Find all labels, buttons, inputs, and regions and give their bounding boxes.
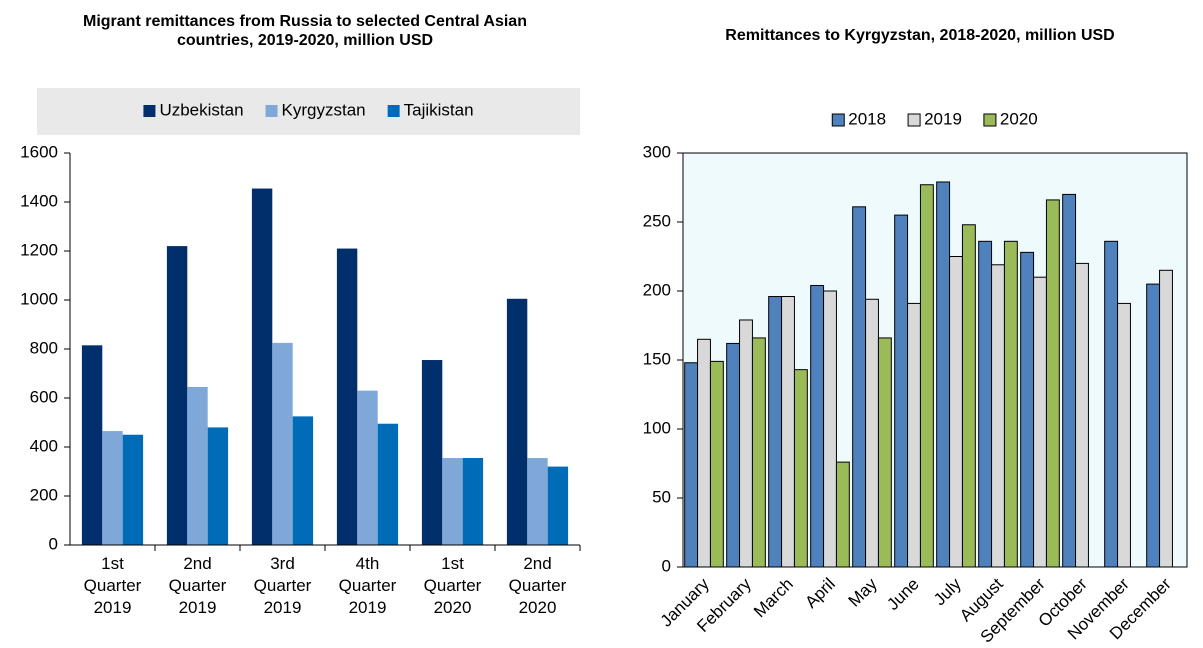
bar xyxy=(697,338,711,568)
x-tick-label: June xyxy=(883,574,923,614)
bar xyxy=(1117,302,1131,568)
y-tick-label: 400 xyxy=(30,436,58,455)
x-tick-label: 2nd Quarter 2019 xyxy=(169,554,227,617)
bar xyxy=(1146,283,1161,568)
bar xyxy=(823,290,837,568)
y-tick-label: 200 xyxy=(643,280,671,299)
x-tick-label: 1st Quarter 2019 xyxy=(84,554,142,617)
bar xyxy=(1075,262,1089,568)
y-tick-label: 1600 xyxy=(20,142,58,161)
bar xyxy=(1159,269,1173,568)
bar xyxy=(357,390,378,545)
bar xyxy=(949,256,963,568)
x-tick-label: April xyxy=(801,574,838,611)
bar xyxy=(166,246,188,545)
y-tick-label: 50 xyxy=(652,487,671,506)
bar xyxy=(907,302,921,568)
bar xyxy=(810,284,825,568)
x-tick-label: 1st Quarter 2020 xyxy=(424,554,482,617)
legend-swatch xyxy=(265,105,278,117)
y-tick-label: 0 xyxy=(49,534,58,553)
bar xyxy=(961,224,976,568)
bar xyxy=(936,181,951,568)
y-tick-label: 600 xyxy=(30,387,58,406)
bar xyxy=(768,296,783,568)
bar xyxy=(751,337,766,568)
y-tick-label: 200 xyxy=(30,485,58,504)
x-tick-label: March xyxy=(750,574,797,621)
bar xyxy=(292,416,314,545)
bar xyxy=(527,458,548,545)
bar xyxy=(919,184,934,568)
bar xyxy=(1003,240,1018,568)
bar xyxy=(81,345,103,545)
bar xyxy=(336,248,358,546)
bar xyxy=(1020,251,1035,568)
x-tick-label: 4th Quarter 2019 xyxy=(339,554,397,617)
bar xyxy=(991,264,1005,568)
legend-swatch xyxy=(907,113,921,127)
legend: 2018 2019 2020 xyxy=(831,109,1038,128)
bar xyxy=(835,461,850,568)
bar xyxy=(547,466,569,545)
bar xyxy=(207,427,229,545)
legend-label: 2018 xyxy=(848,109,886,128)
bar xyxy=(377,423,399,545)
bar xyxy=(1062,193,1077,568)
bar xyxy=(102,431,123,545)
chart-title: Remittances to Kyrgyzstan, 2018-2020, mi… xyxy=(725,27,1115,44)
bar xyxy=(894,214,909,568)
y-tick-label: 250 xyxy=(643,211,671,230)
bar xyxy=(684,362,699,568)
plot-frame xyxy=(682,152,1188,568)
bar xyxy=(781,296,795,568)
x-tick-label: 2nd Quarter 2020 xyxy=(509,554,567,617)
x-tick-label: May xyxy=(845,574,881,610)
y-tick-label: 1200 xyxy=(20,240,58,259)
bar xyxy=(1045,199,1060,568)
y-tick-label: 800 xyxy=(30,338,58,357)
bar xyxy=(187,386,208,545)
chart-title: Migrant remittances from Russia to selec… xyxy=(83,13,527,49)
bar xyxy=(442,458,463,545)
x-tick-label: July xyxy=(930,574,965,609)
plot-area xyxy=(683,153,1187,567)
bar xyxy=(272,342,293,545)
legend-swatch xyxy=(983,113,997,127)
bar xyxy=(251,188,273,545)
y-tick-label: 300 xyxy=(643,142,671,161)
y-tick-label: 0 xyxy=(662,556,671,575)
bar xyxy=(726,342,741,568)
legend-swatch xyxy=(387,105,400,117)
bar xyxy=(1104,240,1119,568)
x-tick-label: 3rd Quarter 2019 xyxy=(254,554,312,617)
bar xyxy=(978,240,993,568)
legend-swatch xyxy=(831,113,845,127)
y-tick-label: 100 xyxy=(643,418,671,437)
bar xyxy=(1033,276,1047,568)
bar xyxy=(739,319,753,568)
bar xyxy=(506,298,528,545)
y-tick-label: 1000 xyxy=(20,289,58,308)
y-tick-label: 1400 xyxy=(20,191,58,210)
bar xyxy=(709,360,724,568)
bar xyxy=(793,369,808,568)
legend-label: Kyrgyzstan xyxy=(282,100,366,119)
legend: Uzbekistan Kyrgyzstan Tajikistan xyxy=(143,100,474,119)
bar xyxy=(122,434,144,545)
legend-label: Tajikistan xyxy=(404,100,474,119)
legend-background xyxy=(37,88,580,135)
bar xyxy=(852,206,867,568)
legend-swatch xyxy=(143,105,156,117)
bar xyxy=(877,337,892,568)
bar xyxy=(462,458,484,545)
y-tick-label: 150 xyxy=(643,349,671,368)
bar xyxy=(865,298,879,568)
legend-label: Uzbekistan xyxy=(159,100,243,119)
legend-label: 2019 xyxy=(924,109,962,128)
legend-label: 2020 xyxy=(1000,109,1038,128)
bar xyxy=(421,360,443,545)
